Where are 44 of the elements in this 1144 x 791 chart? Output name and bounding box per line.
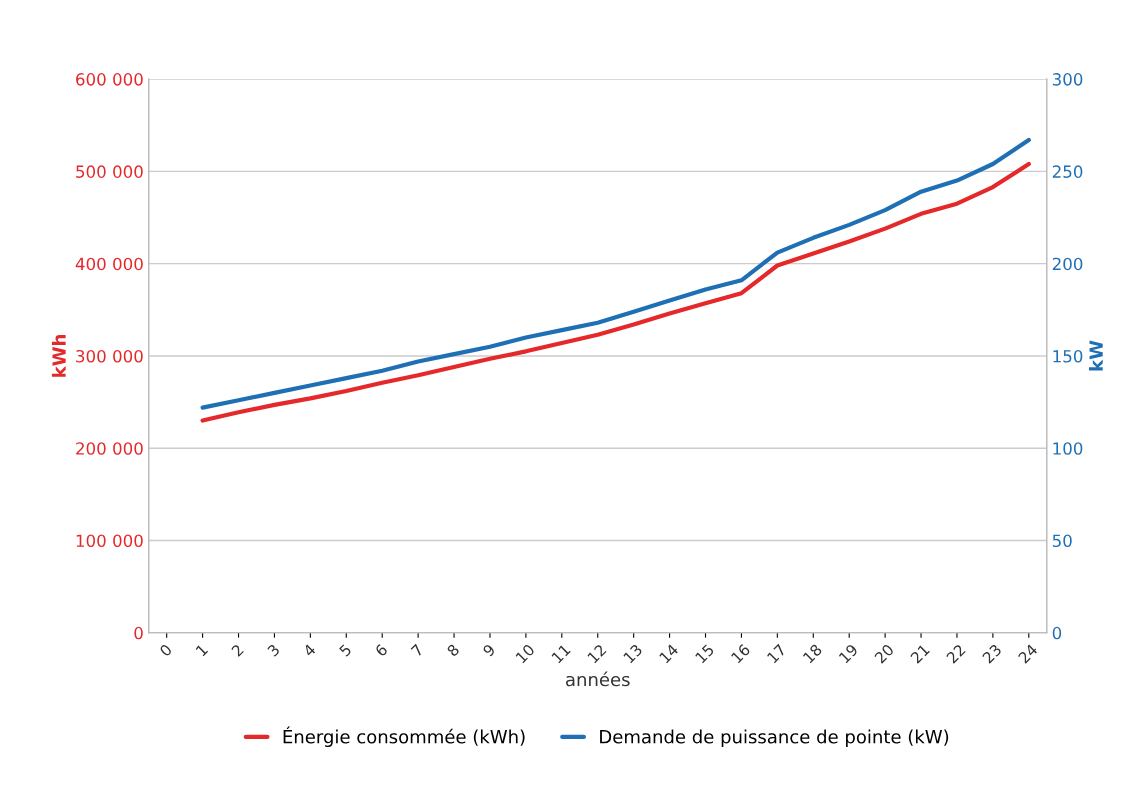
x-tick-label: 17 (766, 643, 787, 664)
y2-tick-label: 200 (1052, 257, 1083, 271)
x-tick-label: 9 (482, 643, 496, 658)
y-tick-label: 200 000 (76, 442, 143, 455)
x-tick-label: 8 (446, 643, 460, 658)
y-tick-label: 500 000 (76, 165, 143, 178)
x-tick-label: 16 (730, 643, 751, 664)
y2-axis-title: kW (1088, 340, 1103, 371)
y-tick-label: 0 (134, 626, 143, 640)
y-tick-label: 300 000 (76, 349, 143, 363)
x-tick-label: 3 (266, 643, 281, 657)
x-tick-label: 11 (551, 643, 571, 664)
y2-tick-label: 250 (1052, 165, 1083, 178)
x-tick-label: 4 (302, 643, 317, 658)
x-tick-label: 20 (873, 643, 895, 664)
x-tick-label: 10 (515, 643, 536, 664)
x-axis-title: années (566, 671, 630, 687)
legend-label: Demande de puissance de pointe (kW) (600, 729, 949, 748)
x-tick-label: 15 (694, 643, 715, 664)
x-tick-label: 6 (374, 643, 389, 657)
x-tick-label: 2 (230, 643, 244, 657)
x-tick-label: 19 (838, 643, 859, 664)
x-tick-label: 5 (338, 643, 352, 657)
x-tick-label: 14 (659, 643, 679, 664)
x-tick-label: 18 (802, 643, 823, 664)
x-tick-label: 12 (587, 643, 607, 664)
y2-tick-label: 100 (1053, 442, 1083, 455)
x-tick-label: 23 (981, 643, 1003, 664)
x-tick-label: 21 (909, 643, 930, 664)
y2-tick-label: 0 (1052, 626, 1062, 640)
y2-tick-label: 300 (1052, 73, 1083, 86)
y-tick-label: 100 000 (76, 534, 143, 548)
y-tick-label: 400 000 (75, 257, 143, 271)
y2-tick-label: 150 (1053, 349, 1083, 363)
y2-tick-label: 50 (1052, 534, 1072, 548)
x-tick-label: 13 (622, 643, 643, 664)
x-tick-label: 1 (195, 643, 209, 657)
x-tick-label: 7 (410, 643, 424, 657)
x-tick-label: 24 (1017, 643, 1039, 664)
y-axis-title: kWh (51, 334, 66, 377)
legend-label: Énergie consommée (kWh) (283, 726, 525, 748)
x-tick-label: 22 (945, 643, 966, 664)
x-tick-label: 0 (158, 643, 173, 658)
y-tick-label: 600 000 (76, 73, 143, 86)
